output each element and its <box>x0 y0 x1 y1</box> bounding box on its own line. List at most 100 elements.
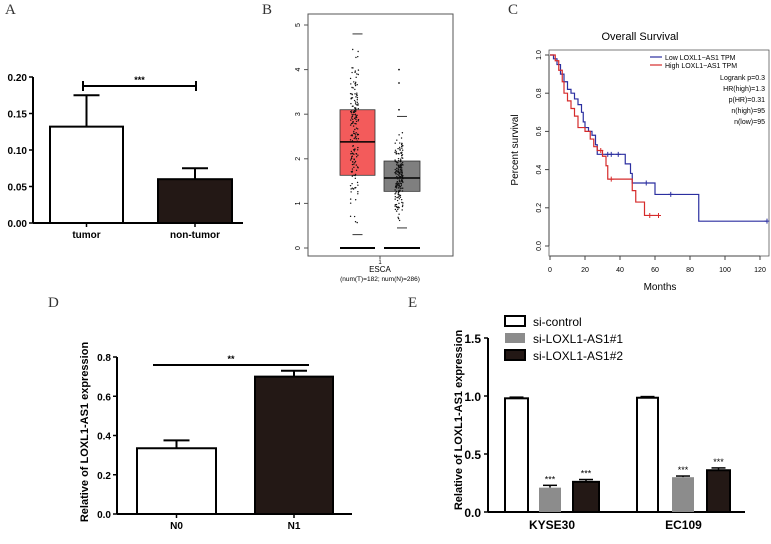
data-point <box>399 185 402 188</box>
data-point <box>352 87 354 89</box>
data-point <box>351 168 354 170</box>
x-tick-label: 1 <box>378 260 382 266</box>
y-tick-label: 1.0 <box>536 50 543 60</box>
y-tick-label: 0.2 <box>536 203 543 213</box>
panel-d-bar-chart: Relative of LOXL1-AS1 expression 0.0 0.2 0… <box>79 342 352 532</box>
data-point <box>400 180 402 183</box>
data-point <box>402 204 404 206</box>
x-tick-label: 100 <box>719 267 731 274</box>
data-point <box>356 73 358 75</box>
data-point <box>357 193 359 195</box>
legend-label: Low LOXL1−AS1 TPM <box>665 55 736 62</box>
data-point <box>394 171 396 174</box>
data-point <box>357 191 359 193</box>
censor-mark <box>598 148 604 153</box>
data-point <box>394 193 396 195</box>
data-point <box>395 169 398 171</box>
data-point <box>356 133 359 135</box>
data-point <box>394 204 397 206</box>
data-point <box>401 161 404 164</box>
data-point <box>357 55 359 58</box>
data-point <box>399 189 401 191</box>
y-tick-label: 0.10 <box>8 146 28 157</box>
outlier-point <box>398 108 400 111</box>
data-point <box>355 186 357 189</box>
significance-label: *** <box>713 457 724 467</box>
y-tick-label: 5 <box>295 23 302 27</box>
data-point <box>354 84 357 87</box>
data-point <box>353 153 355 156</box>
bar-tumor <box>49 125 124 224</box>
censor-mark <box>764 218 770 224</box>
panel-label-c: C <box>508 2 518 18</box>
survival-curve-low <box>550 54 767 222</box>
data-point <box>350 83 352 85</box>
y-tick-label: 0.05 <box>8 183 28 194</box>
data-point <box>394 142 396 144</box>
data-point <box>397 167 399 169</box>
outlier-point <box>398 68 400 71</box>
x-tick-label: 40 <box>616 267 624 274</box>
data-point <box>394 160 396 163</box>
panel-label-d: D <box>48 295 59 311</box>
data-point <box>356 181 359 184</box>
data-point <box>357 146 359 149</box>
legend-label: High LOXL1−AS1 TPM <box>665 63 737 70</box>
data-point <box>356 94 358 97</box>
data-point <box>396 196 398 199</box>
data-point <box>354 160 357 163</box>
data-point <box>351 163 354 166</box>
data-point <box>402 202 404 204</box>
data-point <box>350 110 352 113</box>
x-tick-label: 120 <box>754 267 766 274</box>
data-point <box>394 168 396 171</box>
censor-mark <box>608 151 614 157</box>
y-tick-label: 0.6 <box>536 126 543 136</box>
data-point <box>356 83 358 86</box>
data-point <box>395 173 397 175</box>
data-point <box>397 217 400 220</box>
y-axis-label: Percent survival <box>510 114 521 185</box>
data-point <box>399 148 401 150</box>
data-point <box>396 181 398 183</box>
data-point <box>400 182 402 185</box>
data-point <box>402 181 404 183</box>
data-point <box>398 213 400 215</box>
data-point <box>355 127 358 129</box>
bar-KYSE30-si-LOXL1-AS1#2 <box>572 480 600 513</box>
data-point <box>349 202 352 204</box>
data-point <box>354 103 357 105</box>
bar-EC109-si-LOXL1-AS1#2 <box>706 469 731 513</box>
data-point <box>397 171 399 174</box>
data-point <box>394 176 396 179</box>
x-tick-label: N0 <box>170 521 183 532</box>
data-point <box>353 166 355 169</box>
data-point <box>357 154 359 156</box>
data-point <box>395 190 398 193</box>
legend-swatch <box>504 315 526 327</box>
data-point <box>351 97 354 99</box>
y-tick-label: 0.0 <box>464 506 481 520</box>
data-point <box>394 149 397 151</box>
data-point <box>396 175 398 178</box>
data-point <box>397 152 400 155</box>
data-point <box>399 165 402 168</box>
data-point <box>352 161 354 163</box>
data-point <box>398 179 401 181</box>
censor-mark <box>615 151 621 157</box>
bar-non-tumor <box>157 178 233 224</box>
data-point <box>353 81 355 83</box>
data-point <box>400 171 403 173</box>
x-tick-label: 80 <box>686 267 694 274</box>
data-point <box>355 56 357 59</box>
panel-label-b: B <box>262 2 272 18</box>
data-point <box>349 77 352 80</box>
data-point <box>399 172 401 174</box>
y-tick-label: 1 <box>295 201 302 205</box>
panel-e-grouped-bar-chart: Relative of LOXL1-AS1 expression 0.0 0.5 1… <box>453 315 745 532</box>
data-point <box>395 151 397 153</box>
data-point <box>395 203 398 206</box>
data-point <box>352 48 354 51</box>
data-point <box>351 175 354 177</box>
data-point <box>401 149 404 151</box>
